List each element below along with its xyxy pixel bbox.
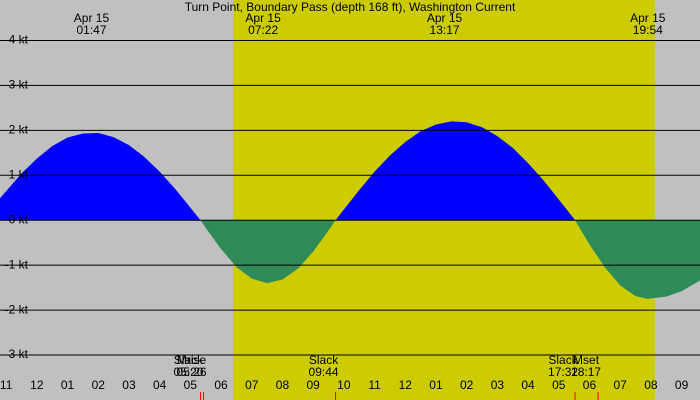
current-area [0,121,700,299]
x-tick-label: 06 [214,378,228,392]
y-tick-label: 2 kt [9,123,29,137]
y-tick-label: -3 kt [5,347,29,361]
x-tick-label: 12 [399,378,413,392]
x-tick-label: 10 [337,378,351,392]
bottom-annotation-time: 18:17 [571,365,601,379]
x-tick-label: 06 [583,378,597,392]
x-tick-label: 08 [276,378,290,392]
x-tick-label: 01 [61,378,75,392]
top-annotation-time: 13:17 [430,23,460,37]
x-tick-label: 09 [306,378,320,392]
bottom-annotation-label: Slack [548,353,578,367]
y-tick-label: 4 kt [9,33,29,47]
y-tick-label: 1 kt [9,167,29,181]
top-annotation-time: 07:22 [248,23,278,37]
bottom-annotation-time: 05:26 [177,365,207,379]
bottom-annotation-label: Mrise [177,353,207,367]
x-tick-label: 05 [552,378,566,392]
x-tick-label: 01 [429,378,443,392]
bottom-annotation-label: Slack [309,353,339,367]
top-annotation-date: Apr 15 [245,11,281,25]
bottom-annotation-time: 17:32 [548,365,578,379]
x-tick-label: 03 [122,378,136,392]
x-tick-label: 11 [368,378,381,392]
bottom-annotation-time: 05:20 [173,365,203,379]
y-tick-label: 3 kt [9,78,29,92]
x-tick-label: 02 [460,378,474,392]
top-annotation-date: Apr 15 [427,11,463,25]
bottom-annotation-time: 09:44 [309,365,339,379]
x-tick-label: 04 [521,378,535,392]
x-tick-label: 09 [675,378,689,392]
chart-title: Turn Point, Boundary Pass (depth 168 ft)… [185,0,516,14]
y-tick-label: -2 kt [5,302,29,316]
x-tick-label: 03 [491,378,505,392]
top-annotation-date: Apr 15 [74,11,110,25]
bottom-annotation-label: Mset [573,353,600,367]
y-tick-label: -1 kt [5,257,29,271]
y-tick-label: 0 kt [9,212,29,226]
x-tick-label: 07 [245,378,259,392]
x-tick-label: 02 [92,378,106,392]
x-tick-label: 04 [153,378,167,392]
x-tick-label: 05 [184,378,198,392]
top-annotation-time: 19:54 [633,23,663,37]
top-annotation-date: Apr 15 [630,11,666,25]
x-tick-label: 08 [644,378,658,392]
x-tick-label: 11 [0,378,13,392]
top-annotation-time: 01:47 [76,23,106,37]
bottom-annotation-label: Slack [174,353,204,367]
x-tick-label: 07 [613,378,627,392]
x-tick-label: 12 [30,378,44,392]
